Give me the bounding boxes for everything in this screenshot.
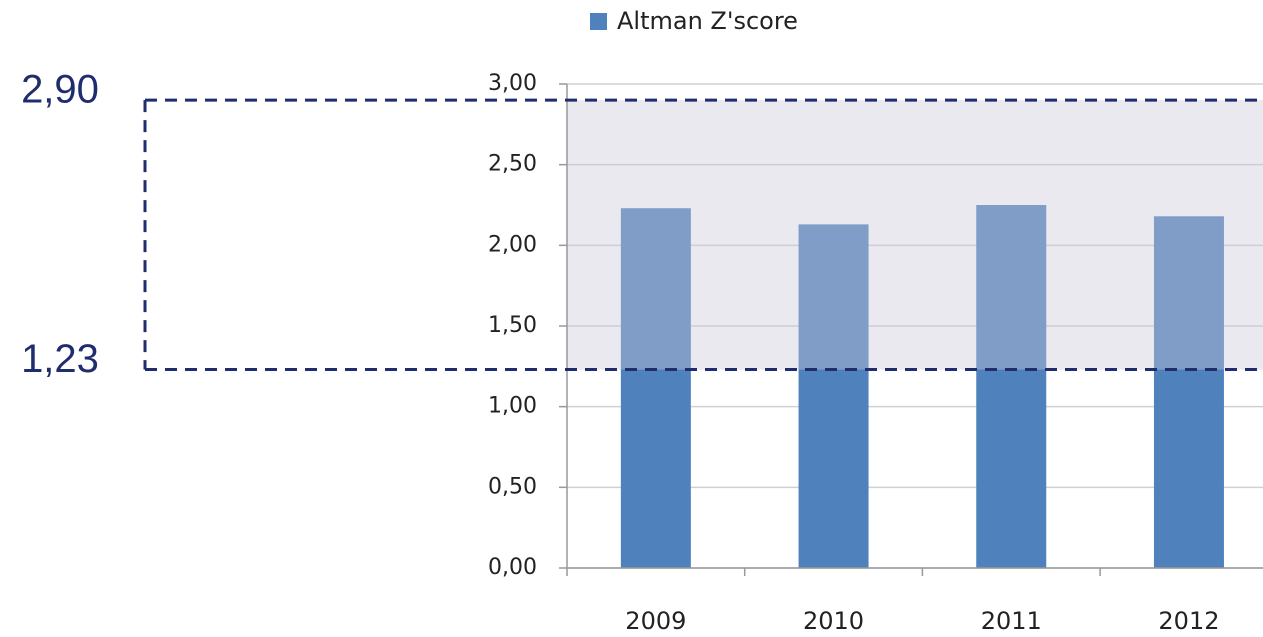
bar [976,205,1047,568]
y-tick-label: 1,50 [488,313,537,338]
legend-swatch [590,13,607,30]
bar [620,208,691,568]
y-tick-label: 0,50 [488,474,537,499]
legend-label: Altman Z'score [617,7,798,35]
x-tick-label: 2011 [981,607,1042,635]
reference-label: 2,90 [21,68,99,112]
y-tick-label: 1,00 [488,394,537,419]
x-tick-label: 2010 [803,607,864,635]
reference-label: 1,23 [21,337,99,381]
y-tick-label: 2,50 [488,152,537,177]
zone-band [567,100,1263,370]
bar [1153,216,1224,568]
x-tick-label: 2009 [625,607,686,635]
bar [798,224,869,569]
y-tick-label: 2,00 [488,232,537,257]
x-tick-label: 2012 [1158,607,1219,635]
y-tick-label: 0,00 [488,555,537,580]
y-tick-label: 3,00 [488,71,537,96]
